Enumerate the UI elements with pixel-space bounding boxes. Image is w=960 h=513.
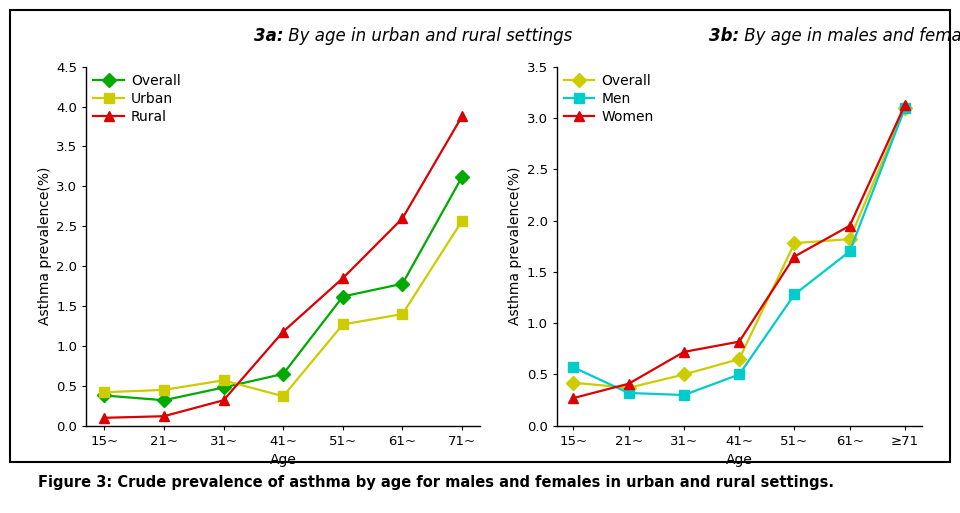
Line: Overall: Overall	[568, 103, 910, 392]
Urban	[99, 389, 110, 396]
Men	[678, 392, 689, 398]
Men	[733, 371, 745, 378]
Rural	[158, 413, 170, 419]
Overall	[900, 105, 911, 111]
Overall	[218, 384, 229, 390]
Overall	[158, 397, 170, 403]
Overall	[623, 385, 635, 391]
Line: Women: Women	[568, 100, 910, 403]
Text: 3a:: 3a:	[253, 27, 283, 45]
Rural	[337, 275, 348, 281]
Text: 3b:: 3b:	[709, 27, 739, 45]
Urban	[277, 393, 289, 399]
Rural	[456, 113, 468, 119]
Text: By age in males and females: By age in males and females	[739, 27, 960, 45]
Urban	[337, 321, 348, 327]
Women	[678, 349, 689, 355]
Urban	[396, 311, 408, 317]
Women	[844, 223, 855, 229]
Legend: Overall, Men, Women: Overall, Men, Women	[564, 74, 654, 124]
Rural	[277, 328, 289, 334]
Men	[789, 291, 801, 298]
Line: Overall: Overall	[100, 172, 467, 405]
Overall	[733, 356, 745, 362]
Urban	[456, 218, 468, 224]
Text: By age in urban and rural settings: By age in urban and rural settings	[283, 27, 572, 45]
Overall	[456, 174, 468, 180]
Legend: Overall, Urban, Rural: Overall, Urban, Rural	[93, 74, 180, 124]
Overall	[396, 281, 408, 287]
Line: Rural: Rural	[100, 111, 467, 423]
Urban	[158, 387, 170, 393]
Overall	[99, 392, 110, 399]
Urban	[218, 377, 229, 383]
Rural	[99, 415, 110, 421]
Text: Figure 3: Crude prevalence of asthma by age for males and females in urban and r: Figure 3: Crude prevalence of asthma by …	[38, 475, 834, 489]
Men	[567, 364, 579, 370]
Women	[567, 395, 579, 401]
Y-axis label: Asthma prevalence(%): Asthma prevalence(%)	[38, 167, 52, 325]
X-axis label: Age: Age	[270, 453, 297, 467]
Overall	[789, 240, 801, 246]
Women	[789, 253, 801, 260]
X-axis label: Age: Age	[726, 453, 753, 467]
Men	[844, 248, 855, 254]
Women	[733, 339, 745, 345]
Rural	[218, 397, 229, 403]
Overall	[567, 380, 579, 386]
Men	[900, 105, 911, 111]
Overall	[337, 293, 348, 300]
Men	[623, 390, 635, 396]
Y-axis label: Asthma prevalence(%): Asthma prevalence(%)	[509, 167, 522, 325]
Overall	[678, 371, 689, 378]
Overall	[844, 236, 855, 242]
Line: Men: Men	[568, 103, 910, 400]
Overall	[277, 371, 289, 377]
Rural	[396, 215, 408, 222]
Line: Urban: Urban	[100, 216, 467, 401]
Women	[900, 102, 911, 108]
Women	[623, 381, 635, 387]
